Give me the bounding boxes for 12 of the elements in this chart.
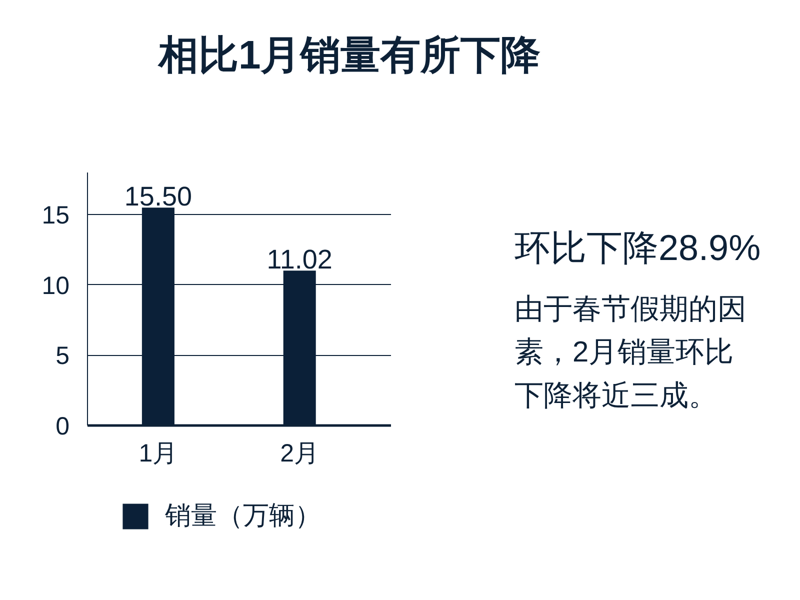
y-tick-label: 0 [56, 412, 70, 440]
x-tick-label: 2月 [280, 440, 320, 468]
text: 环比下降28.9% [514, 227, 761, 268]
data-label: 15.50 [124, 182, 192, 212]
data-label: 11.02 [266, 244, 332, 275]
y-tick-label: 5 [56, 342, 70, 370]
text: 由于春节假期的因素，2月销量环比下降将近三成。 [514, 294, 746, 412]
x-tick-label: 1月 [138, 440, 178, 468]
y-tick-label: 15 [42, 202, 70, 230]
y-tick-label: 10 [42, 272, 70, 300]
legend-label: 销量（万辆） [165, 499, 321, 532]
chart-title: 相比1月销量有所下降 [158, 34, 541, 78]
